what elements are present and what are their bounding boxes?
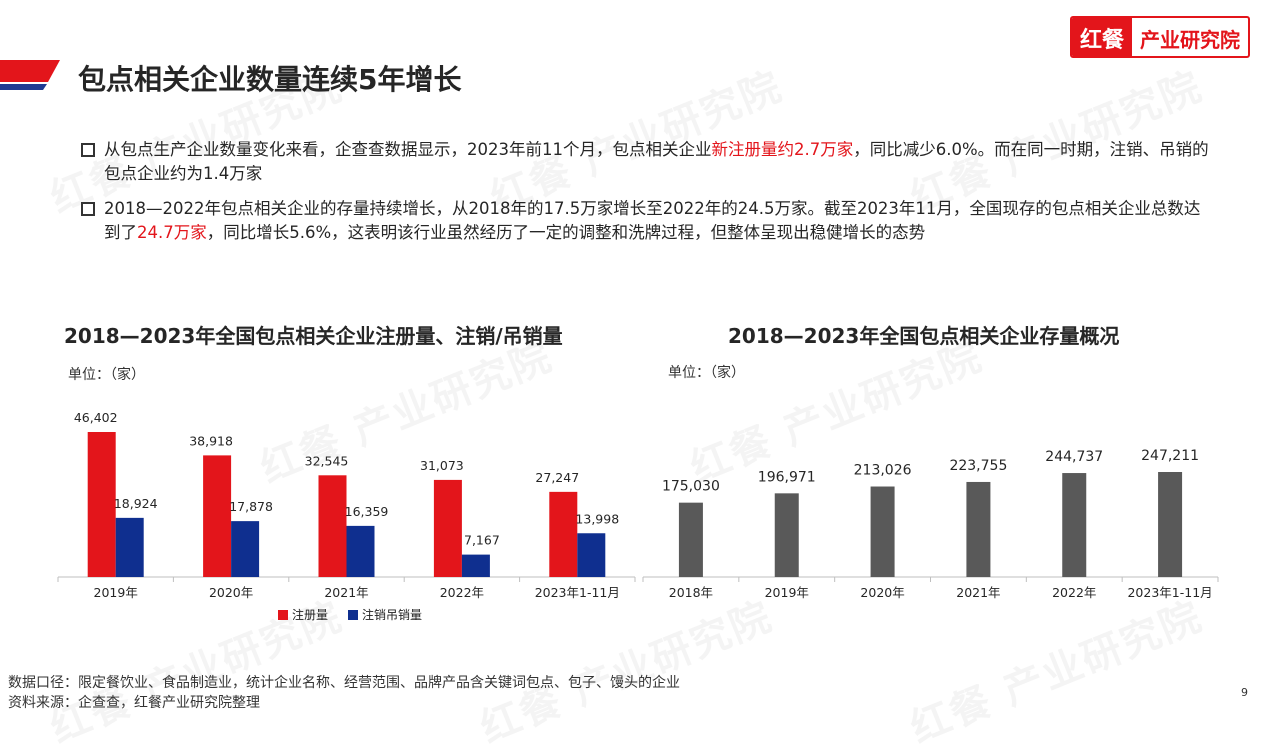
- bullet-item: 2018—2022年包点相关企业的存量持续增长，从2018年的17.5万家增长至…: [80, 197, 1210, 245]
- logo-text: 产业研究院: [1140, 28, 1240, 52]
- data-label: 16,359: [345, 504, 389, 519]
- page-number: 9: [1241, 686, 1248, 699]
- chart-title-registrations: 2018—2023年全国包点相关企业注册量、注销/吊销量: [64, 324, 563, 348]
- bar-registrations: [318, 475, 347, 577]
- x-tick-label: 2022年: [1052, 585, 1096, 600]
- stock-bar-chart: 175,030 2018年 196,971 2019年 213,026 2020年 223,…: [642, 448, 1219, 600]
- bar-registrations: [433, 479, 462, 577]
- x-tick-label: 2020年: [209, 585, 253, 600]
- data-label: 27,247: [535, 470, 579, 485]
- data-label: 13,998: [575, 511, 619, 526]
- bar-stock: [966, 481, 991, 577]
- chart-unit-label: 单位：（家）: [668, 365, 745, 381]
- data-label: 196,971: [758, 469, 816, 485]
- bar-registrations: [87, 432, 116, 577]
- data-source-note: 资料来源：企查查，红餐产业研究院整理: [8, 695, 260, 711]
- registrations-bar-chart: 46,402 18,924 2019年 38,918 17,878 2020年 32,545…: [57, 410, 636, 600]
- page-title: 包点相关企业数量连续5年增长: [78, 63, 462, 96]
- title-accent-bar: [0, 60, 60, 90]
- legend-swatch: [278, 610, 288, 620]
- data-label: 247,211: [1141, 448, 1199, 464]
- legend-item-cancellations: 注销吊销量: [348, 606, 422, 623]
- data-label: 17,878: [229, 499, 273, 514]
- data-label: 32,545: [305, 453, 349, 468]
- bar-stock: [774, 493, 799, 577]
- data-label: 38,918: [189, 433, 233, 448]
- bar-registrations: [549, 491, 578, 577]
- bar-cancellations: [461, 554, 490, 577]
- bullet-item: 从包点生产企业数量变化来看，企查查数据显示，2023年前11个月，包点相关企业新…: [80, 138, 1210, 186]
- x-tick-label: 2018年: [669, 585, 713, 600]
- data-label: 244,737: [1045, 449, 1103, 465]
- bar-stock: [1158, 472, 1183, 577]
- data-label: 213,026: [854, 463, 912, 479]
- logo-mark: 红餐: [1071, 18, 1132, 56]
- x-tick-label: 2022年: [440, 585, 484, 600]
- x-tick-label: 2021年: [956, 585, 1000, 600]
- legend-item-registrations: 注册量: [278, 606, 328, 623]
- bar-stock: [1062, 473, 1087, 577]
- data-label: 7,167: [464, 533, 500, 548]
- bar-stock: [870, 486, 895, 577]
- x-tick-label: 2023年1-11月: [535, 585, 620, 600]
- highlight-text: 24.7万家: [137, 223, 207, 242]
- highlight-text: 新注册量约2.7万家: [711, 140, 854, 159]
- x-tick-label: 2019年: [94, 585, 138, 600]
- chart-unit-label: 单位：（家）: [68, 367, 145, 383]
- bar-stock: [678, 502, 703, 577]
- data-scope-note: 数据口径：限定餐饮业、食品制造业，统计企业名称、经营范围、品牌产品含关键词包点、…: [8, 675, 680, 691]
- data-label: 223,755: [949, 458, 1007, 474]
- chart-title-stock: 2018—2023年全国包点相关企业存量概况: [728, 324, 1120, 348]
- chart-legend: 注册量 注销吊销量: [278, 606, 422, 623]
- square-bullet-icon: [81, 202, 95, 216]
- data-label: 18,924: [114, 496, 158, 511]
- bar-cancellations: [577, 533, 606, 577]
- data-label: 46,402: [74, 410, 118, 425]
- x-tick-label: 2019年: [765, 585, 809, 600]
- summary-bullets: 从包点生产企业数量变化来看，企查查数据显示，2023年前11个月，包点相关企业新…: [80, 138, 1210, 256]
- bar-cancellations: [115, 517, 144, 577]
- x-tick-label: 2023年1-11月: [1127, 585, 1212, 600]
- square-bullet-icon: [81, 143, 95, 157]
- x-tick-label: 2020年: [860, 585, 904, 600]
- bar-cancellations: [346, 525, 375, 577]
- data-label: 175,030: [662, 479, 720, 495]
- x-tick-label: 2021年: [324, 585, 368, 600]
- brand-logo: 红餐 产业研究院: [1069, 16, 1250, 58]
- bar-registrations: [203, 455, 232, 577]
- legend-swatch: [348, 610, 359, 620]
- bar-cancellations: [231, 521, 260, 577]
- data-label: 31,073: [420, 458, 464, 473]
